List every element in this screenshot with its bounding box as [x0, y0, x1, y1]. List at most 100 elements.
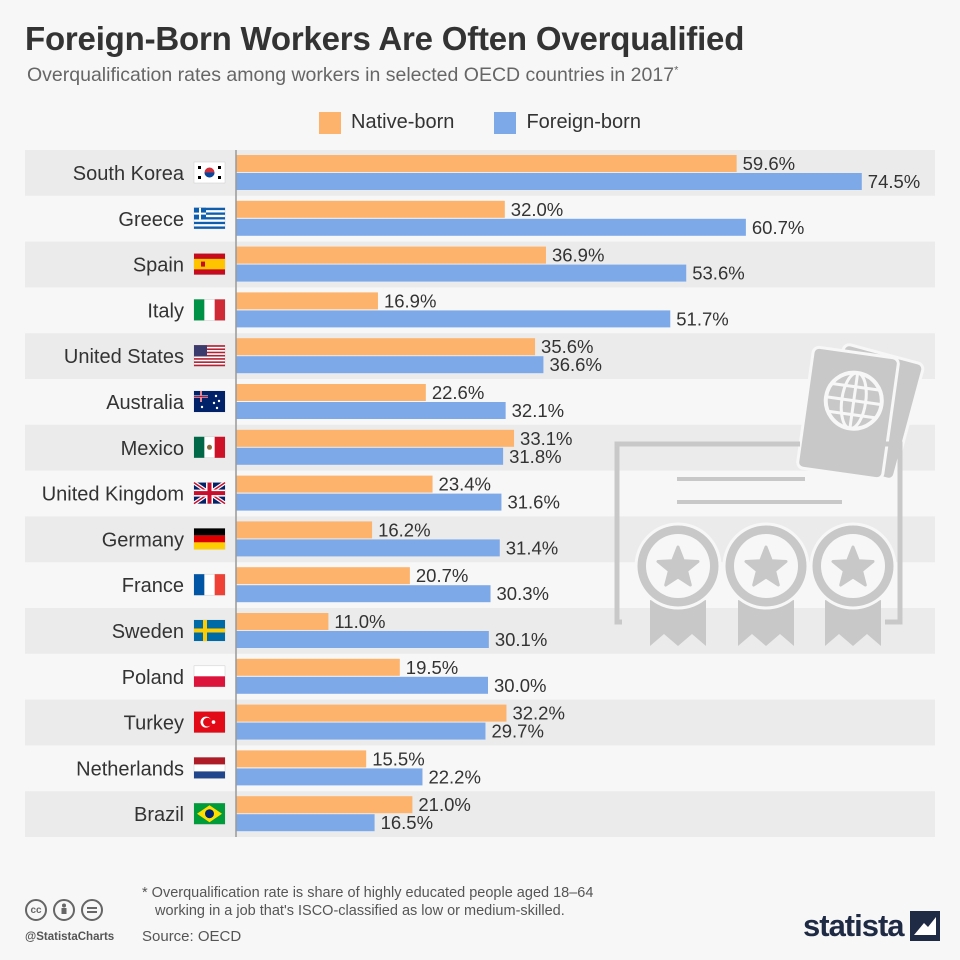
flag-united-states-icon: [193, 344, 226, 367]
flag-sweden-icon: [193, 619, 226, 642]
chart-row: Brazil 21.0%16.5%: [134, 794, 471, 833]
category-label: Poland: [122, 667, 184, 689]
data-label-foreign: 60.7%: [752, 217, 804, 238]
nd-icon[interactable]: [81, 899, 103, 921]
bar-foreign: [236, 539, 500, 557]
row-band: [25, 791, 935, 837]
data-label-foreign: 22.2%: [428, 766, 480, 787]
category-label: Turkey: [124, 713, 184, 735]
bar-native: [236, 338, 536, 356]
flag-spain-icon: [193, 253, 226, 275]
bar-native: [236, 155, 737, 172]
flag-united-kingdom-icon: [192, 480, 227, 506]
flag-australia-icon: [193, 390, 226, 413]
chart-row: Turkey 32.2%29.7%: [124, 703, 565, 742]
legend-swatch-foreign: [494, 111, 517, 134]
chart-title: Foreign-Born Workers Are Often Overquali…: [25, 20, 745, 57]
category-label: Germany: [102, 529, 184, 551]
flag-greece-icon: [193, 207, 226, 230]
data-label-foreign: 30.3%: [497, 583, 549, 604]
legend-label-foreign: Foreign-born: [526, 111, 641, 133]
category-label: United States: [64, 346, 184, 368]
chart-row: Spain 36.9% 53.6%: [133, 245, 745, 284]
data-label-foreign: 29.7%: [491, 721, 543, 742]
data-label-native: 35.6%: [541, 336, 593, 357]
data-label-native: 20.7%: [416, 565, 468, 586]
chart-row: United Kingdom 23.4% 31.6%: [42, 474, 560, 513]
chart-row: Italy 16.9% 51.7%: [147, 290, 728, 329]
data-label-native: 16.2%: [378, 519, 430, 540]
data-label-foreign: 30.1%: [495, 629, 547, 650]
bar-foreign: [236, 631, 489, 648]
bar-native: [236, 658, 400, 676]
bar-foreign: [236, 402, 506, 419]
category-label: United Kingdom: [42, 484, 184, 506]
bar-native: [236, 429, 515, 447]
chart-row: Sweden 11.0% 30.1%: [112, 611, 548, 650]
bar-native: [236, 750, 367, 768]
globe-icon: [823, 370, 884, 431]
bar-native: [236, 521, 373, 539]
legend-item-foreign: Foreign-born: [494, 111, 641, 134]
category-label: Australia: [106, 392, 185, 414]
data-label-foreign: 51.7%: [676, 308, 728, 329]
logo-mark-icon: [909, 911, 940, 941]
chart-row: Greece 32.0% 60.7%: [118, 199, 804, 238]
statista-logo[interactable]: statista: [803, 908, 940, 944]
data-label-foreign: 74.5%: [868, 171, 920, 192]
certificate-passport-illustration: [614, 343, 925, 646]
twitter-handle[interactable]: @StatistaCharts: [25, 931, 115, 943]
data-label-foreign: 30.0%: [494, 675, 546, 696]
chart-row: Poland 19.5% 30.0%: [122, 657, 547, 696]
bar-native: [236, 384, 426, 401]
medal-icon: [634, 522, 722, 646]
legend-item-native: Native-born: [319, 111, 454, 134]
data-label-native: 59.6%: [743, 153, 795, 174]
bar-foreign: [236, 585, 491, 603]
bar-foreign: [236, 676, 488, 694]
flag-italy-icon: [193, 299, 226, 321]
category-label: Spain: [133, 255, 184, 277]
category-label: South Korea: [73, 163, 185, 185]
flag-mexico-icon: [193, 436, 226, 459]
data-label-native: 23.4%: [439, 474, 491, 495]
bar-foreign: [236, 264, 687, 282]
data-label-foreign: 31.4%: [506, 537, 558, 558]
data-label-native: 33.1%: [520, 428, 572, 449]
bar-native: [236, 613, 329, 630]
footnote-line-1: * Overqualification rate is share of hig…: [142, 885, 594, 901]
category-label: Netherlands: [76, 758, 184, 780]
flag-france-icon: [193, 573, 226, 596]
category-label: Italy: [147, 300, 184, 322]
bar-foreign: [236, 493, 502, 511]
flag-brazil-icon: [193, 802, 226, 825]
chart-row: South Korea 59.6% 74.5%: [73, 153, 920, 192]
footnote: * Overqualification rate is share of hig…: [142, 884, 593, 920]
data-label-native: 15.5%: [372, 748, 424, 769]
cc-icon[interactable]: cc: [25, 899, 47, 921]
logo-text: statista: [803, 908, 905, 943]
bar-foreign: [236, 310, 671, 328]
data-label-native: 32.2%: [512, 703, 564, 724]
data-label-native: 32.0%: [511, 199, 563, 220]
category-label: Sweden: [112, 621, 184, 643]
chart-row: Germany 16.2% 31.4%: [102, 519, 558, 558]
flag-turkey-icon: [193, 711, 226, 733]
data-label-foreign: 31.8%: [509, 446, 561, 467]
bar-foreign: [236, 814, 375, 832]
data-label-foreign: 53.6%: [692, 263, 744, 284]
flag-germany-icon: [193, 528, 226, 550]
category-label: Mexico: [121, 438, 184, 460]
chart-subtitle: Overqualification rates among workers in…: [27, 64, 678, 87]
data-label-native: 16.9%: [384, 290, 436, 311]
data-label-native: 22.6%: [432, 382, 484, 403]
medal-icon: [809, 522, 897, 646]
bar-foreign: [236, 218, 746, 236]
by-icon[interactable]: [53, 899, 75, 921]
bar-native: [236, 475, 433, 493]
flag-poland-icon: [193, 665, 226, 688]
bar-native: [236, 246, 546, 264]
bar-native: [236, 567, 410, 585]
footnote-line-2: working in a job that's ISCO-classified …: [155, 903, 565, 919]
